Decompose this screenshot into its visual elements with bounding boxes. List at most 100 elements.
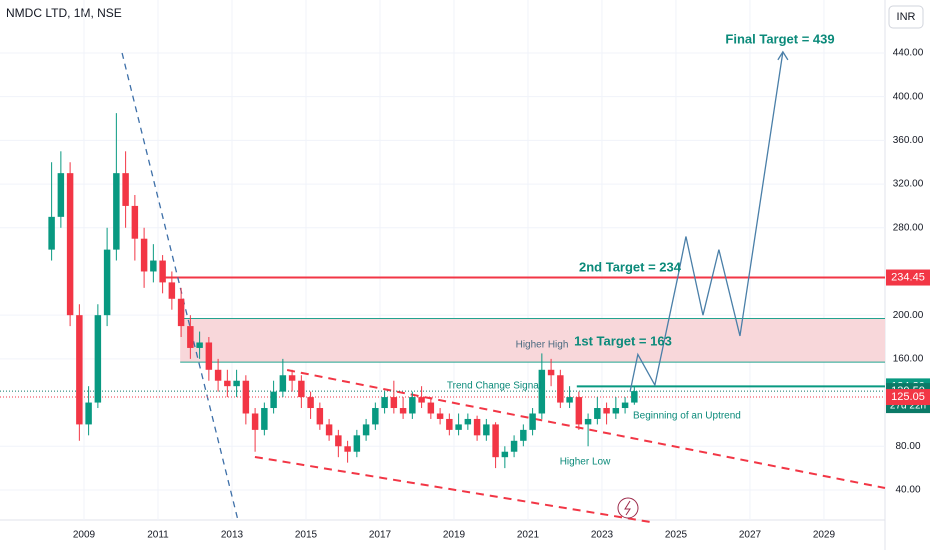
candle-body (187, 326, 194, 348)
candle-body (501, 451, 509, 458)
candle-body (464, 418, 472, 425)
candle-body (168, 282, 176, 299)
candle-body (575, 397, 583, 425)
candle-body (483, 424, 490, 436)
candle-body (48, 216, 55, 250)
candle-body (316, 408, 324, 425)
candle-body (427, 402, 435, 414)
candle-body (409, 397, 416, 414)
y-tick-label: 40.00 (895, 485, 920, 496)
y-tick-label: 80.00 (895, 441, 920, 452)
candle-body (214, 369, 222, 381)
x-tick-label: 2011 (147, 530, 169, 541)
candle-body (270, 391, 277, 409)
x-tick-label: 2021 (517, 530, 540, 541)
candle-body (344, 446, 351, 452)
candle-body (103, 249, 111, 316)
x-tick-label: 2015 (295, 530, 318, 541)
candle-body (251, 413, 259, 430)
candle-body (205, 342, 213, 370)
trend-line (121, 52, 239, 521)
candle-body (325, 424, 333, 436)
y-tick-label: 400.00 (893, 91, 924, 102)
projection-path (629, 51, 784, 392)
candle-body (399, 408, 407, 414)
candle-body (436, 413, 444, 419)
y-tick-label: 280.00 (893, 222, 924, 233)
candle-body (224, 380, 231, 387)
candle-body (122, 173, 129, 206)
annotation: Beginning of an Uptrend (633, 411, 741, 422)
candle-body (362, 424, 370, 436)
candle-body (57, 173, 65, 217)
candle-body (631, 391, 638, 403)
annotation: Final Target = 439 (725, 31, 834, 46)
candle-body (196, 342, 203, 348)
y-tick-label: 320.00 (893, 179, 924, 190)
y-tick-label: 440.00 (893, 48, 924, 59)
event-icon-bolt (624, 500, 631, 516)
candle-body (353, 435, 361, 452)
candle-body (288, 375, 296, 381)
plot (0, 0, 886, 523)
candle-body (372, 408, 379, 425)
candle-body (594, 408, 601, 419)
x-tick-label: 2009 (73, 530, 96, 541)
price-label: 125.05 (891, 391, 925, 403)
candle-body (418, 397, 425, 403)
candle-body (140, 238, 148, 272)
candle-body (233, 380, 240, 387)
candle-body (603, 408, 610, 414)
candle-body (557, 375, 564, 403)
target-zone (180, 318, 885, 363)
candle-body (261, 408, 268, 430)
x-tick-label: 2017 (369, 530, 392, 541)
price-label: 234.45 (891, 271, 925, 283)
event-icon[interactable] (617, 497, 639, 519)
candle-body (621, 402, 629, 409)
candle-body (492, 424, 499, 458)
y-tick-label: 160.00 (893, 354, 924, 365)
candle-body (335, 435, 342, 447)
channel-line (254, 455, 651, 523)
currency: INR (897, 11, 916, 23)
x-tick-label: 2019 (443, 530, 466, 541)
candle-body (66, 173, 74, 316)
candle-body (446, 418, 453, 430)
candle-body (150, 260, 157, 272)
projection-arrow (777, 50, 789, 61)
candle-body (510, 440, 518, 452)
candle-body (76, 315, 83, 425)
annotation: Higher Low (560, 457, 611, 468)
candle-body (566, 397, 573, 403)
candle-body (159, 260, 166, 283)
candle-body (177, 298, 185, 327)
x-tick-label: 2025 (665, 530, 688, 541)
candle-body (242, 380, 250, 414)
annotation: 2nd Target = 234 (579, 259, 682, 274)
candle-body (131, 205, 139, 239)
y-tick-label: 360.00 (893, 135, 924, 146)
x-tick-label: 2013 (221, 530, 244, 541)
price-label-box (886, 389, 930, 406)
candle-body (279, 375, 287, 392)
countdown: 27d 22h (890, 401, 926, 412)
y-tick-label: 200.00 (893, 310, 924, 321)
candle-body (529, 413, 536, 430)
candle-body (547, 369, 555, 376)
annotation: Higher High (516, 340, 569, 351)
candle-body (85, 402, 92, 425)
price-label-box (886, 269, 930, 286)
currency-button[interactable] (888, 5, 924, 29)
candle-body (390, 397, 398, 409)
candle-body (612, 408, 620, 414)
candle-body (307, 397, 314, 409)
x-tick-label: 2023 (591, 530, 614, 541)
candle-body (520, 429, 527, 441)
x-tick-label: 2029 (813, 530, 836, 541)
annotation: 1st Target = 163 (574, 333, 672, 348)
candle-body (538, 369, 546, 414)
x-tick-label: 2027 (739, 530, 762, 541)
